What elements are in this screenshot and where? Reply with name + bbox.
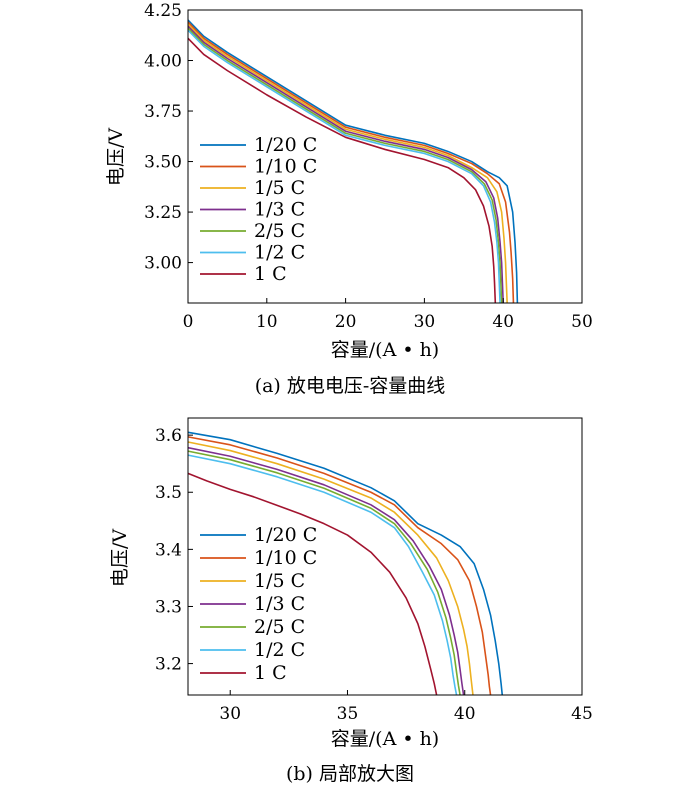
chart-a-series-line-3 <box>187 25 504 304</box>
chart-a-series-line-2 <box>187 23 508 304</box>
chart-a-legend-label: 1/3 C <box>254 199 305 221</box>
chart-a-legend-label: 1 C <box>254 263 287 285</box>
chart-a-ytick-label: 4.00 <box>144 52 182 72</box>
chart-a-caption: (a) 放电电压-容量曲线 <box>255 375 446 397</box>
chart-a-ytick-label: 4.25 <box>144 1 182 21</box>
chart-a-xtick-label: 20 <box>335 312 357 332</box>
chart-a-legend-label: 1/5 C <box>254 177 305 199</box>
chart-a-series-line-4 <box>187 27 503 304</box>
chart-b-legend: 1/20 C1/10 C1/5 C1/3 C2/5 C1/2 C1 C <box>200 524 317 684</box>
chart-a-legend: 1/20 C1/10 C1/5 C1/3 C2/5 C1/2 C1 C <box>200 134 317 285</box>
chart-a-xtick-label: 30 <box>414 312 436 332</box>
chart-b-series-line-2 <box>187 441 474 696</box>
chart-b-series-line-3 <box>187 446 465 696</box>
chart-b-series-line-4 <box>187 450 461 696</box>
chart-b-series-line-1 <box>187 436 492 696</box>
chart-b-legend-label: 1/10 C <box>254 547 317 569</box>
chart-b-legend-label: 1/5 C <box>254 570 305 592</box>
chart-a-lines <box>187 19 519 304</box>
chart-b-xticks: 30 35 40 45 <box>219 690 593 724</box>
chart-a: 0 10 20 30 40 50 3.00 3.25 3.50 3.75 4.00 4.25 容量/… <box>105 1 593 397</box>
chart-b-ytick-label: 3.4 <box>155 540 182 560</box>
chart-b-yticks: 3.2 3.3 3.4 3.5 3.6 <box>155 426 193 675</box>
chart-b-legend-label: 1 C <box>254 662 287 684</box>
chart-b-series-line-5 <box>187 454 458 696</box>
chart-b-legend-label: 1/20 C <box>254 524 317 546</box>
chart-a-axes-box <box>187 9 583 304</box>
chart-b-lines <box>187 431 504 696</box>
chart-a-series-line-5 <box>187 29 501 304</box>
chart-b-ytick-label: 3.5 <box>155 483 182 503</box>
chart-b-xtick-label: 45 <box>571 704 593 724</box>
chart-b-ytick-label: 3.2 <box>155 655 182 675</box>
chart-b-ytick-label: 3.3 <box>155 597 182 617</box>
chart-a-legend-label: 2/5 C <box>254 220 305 242</box>
chart-b-axes-box <box>187 417 583 696</box>
chart-a-yticks: 3.00 3.25 3.50 3.75 4.00 4.25 <box>144 1 193 274</box>
chart-b-ytick-label: 3.6 <box>155 426 182 446</box>
chart-a-series-line-6 <box>187 37 497 304</box>
chart-b-series-line-6 <box>187 472 438 696</box>
chart-a-series-line-1 <box>187 21 515 304</box>
chart-b-xtick-label: 30 <box>219 704 241 724</box>
chart-a-xtick-label: 40 <box>492 312 514 332</box>
chart-a-legend-label: 1/2 C <box>254 242 305 264</box>
chart-a-xtick-label: 10 <box>256 312 278 332</box>
chart-a-xtick-label: 50 <box>571 312 593 332</box>
chart-b-ylabel: 电压/V <box>109 529 131 587</box>
chart-a-xticks: 0 10 20 30 40 50 <box>183 298 593 332</box>
chart-b-legend-label: 2/5 C <box>254 616 305 638</box>
chart-a-ylabel: 电压/V <box>105 128 127 186</box>
chart-a-ytick-label: 3.25 <box>144 203 182 223</box>
chart-a-legend-label: 1/20 C <box>254 134 317 156</box>
chart-b-caption: (b) 局部放大图 <box>286 763 414 785</box>
chart-a-series-line-0 <box>187 19 519 304</box>
chart-b-xtick-label: 35 <box>337 704 359 724</box>
chart-b-legend-label: 1/3 C <box>254 593 305 615</box>
chart-a-xlabel: 容量/(A • h) <box>331 339 439 361</box>
chart-a-legend-label: 1/10 C <box>254 156 317 178</box>
chart-b: 30 35 40 45 3.2 3.3 3.4 3.5 3.6 容量/(A • h) 电压/V… <box>109 417 593 785</box>
chart-a-ytick-label: 3.00 <box>144 254 182 274</box>
chart-a-ytick-label: 3.75 <box>144 102 182 122</box>
chart-b-series-line-0 <box>187 431 504 696</box>
chart-b-xlabel: 容量/(A • h) <box>331 728 439 750</box>
chart-b-xtick-label: 40 <box>454 704 476 724</box>
chart-a-ytick-label: 3.50 <box>144 153 182 173</box>
chart-b-legend-label: 1/2 C <box>254 639 305 661</box>
chart-a-xtick-label: 0 <box>183 312 194 332</box>
